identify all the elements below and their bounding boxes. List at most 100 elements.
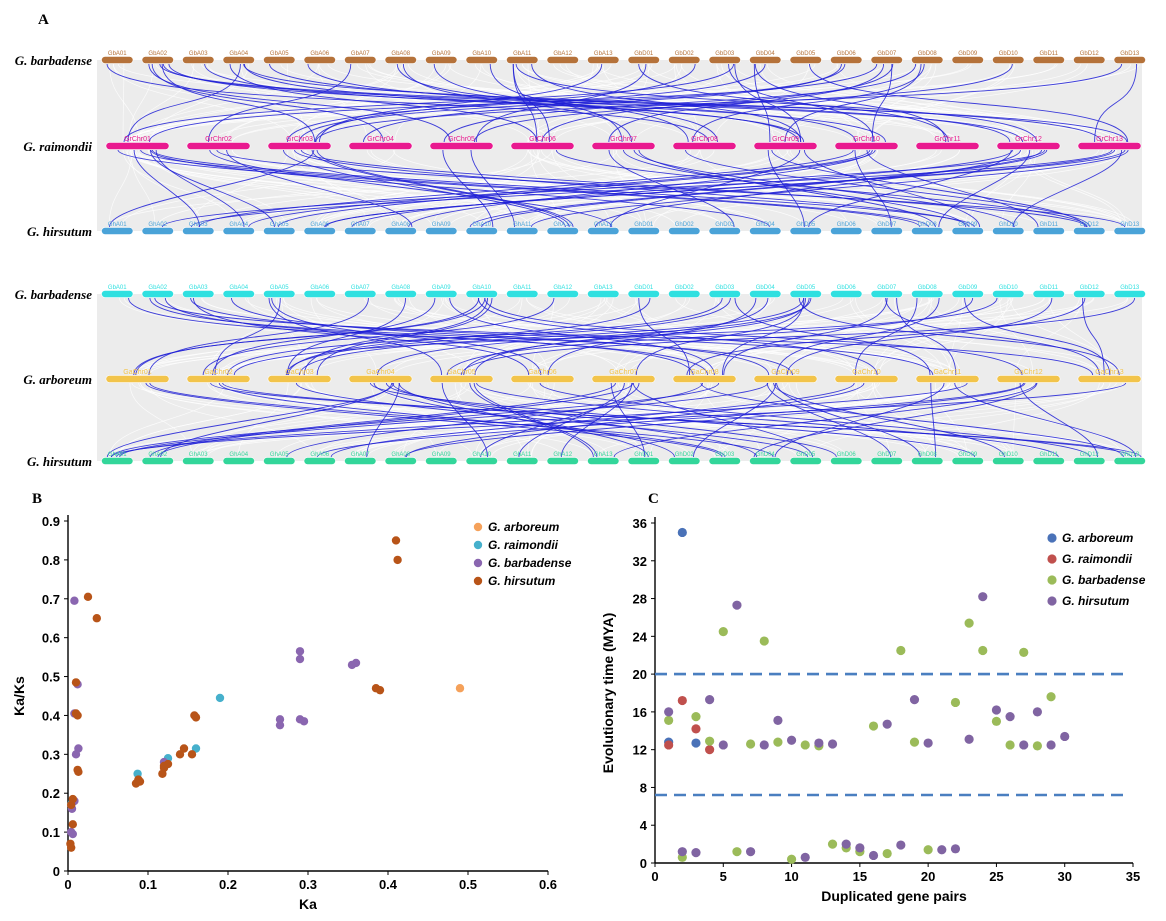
data-point	[1046, 740, 1056, 750]
y-axis-label: Evolutionary time (MYA)	[600, 613, 616, 774]
data-point	[1032, 707, 1042, 717]
chromosome-label: GbA07	[351, 51, 370, 57]
chromosome-bar	[1113, 227, 1146, 235]
data-point	[187, 750, 197, 759]
background-link	[122, 149, 235, 228]
chromosome-label: GbA09	[432, 285, 451, 291]
data-point	[70, 596, 79, 605]
chromosome-label: GhA03	[189, 222, 208, 228]
data-point	[393, 555, 402, 565]
background-link	[135, 63, 319, 143]
y-tick-label: 32	[633, 554, 647, 569]
chromosome-label: GbA02	[148, 51, 167, 57]
chromosome-label: GbD02	[675, 51, 695, 57]
chromosome-bar	[992, 56, 1025, 64]
chromosome-label: GhD12	[1080, 222, 1100, 228]
chromosome-bar	[141, 290, 174, 298]
chromosome-bar	[668, 227, 701, 235]
chromosome-bar	[465, 227, 498, 235]
background-link	[716, 63, 1029, 143]
chromosome-label: GaChr01	[123, 369, 152, 376]
chromosome-bar	[830, 290, 863, 298]
species-label: G. barbadense	[15, 287, 93, 302]
background-link	[287, 63, 436, 143]
data-point	[1005, 740, 1015, 750]
synteny-link	[149, 382, 774, 458]
synteny-link	[119, 382, 769, 458]
synteny-link	[106, 63, 710, 143]
background-link	[108, 149, 700, 228]
chromosome-label: GbD10	[999, 51, 1019, 57]
chromosome-label: GbA04	[229, 51, 248, 57]
chromosome-bar	[186, 375, 251, 383]
chart-b-kaks: 0 0.1 0.2 0.3 0.4 0.5 0.6 0 0.1 0.2 0.3 0.4 0.5 0.6 0.…	[11, 514, 572, 912]
chromosome-label: GbD11	[1039, 285, 1058, 291]
background-link	[876, 297, 1080, 376]
chromosome-label: GhA04	[229, 222, 248, 228]
synteny-link	[476, 382, 1059, 458]
legend-label: G. hirsutum	[1062, 594, 1130, 608]
data-point	[827, 739, 838, 749]
data-point	[677, 695, 687, 706]
chromosome-label: GaChr07	[609, 369, 638, 376]
data-point	[163, 759, 173, 769]
chromosome-bar	[1032, 290, 1065, 298]
chromosome-label: GhA06	[310, 222, 329, 228]
chromosome-bar	[303, 457, 336, 465]
background-link	[225, 63, 447, 143]
synteny-link	[469, 149, 1043, 228]
synteny-link	[635, 297, 807, 376]
data-point	[882, 719, 892, 729]
background-link	[130, 149, 156, 228]
chromosome-label: GhA08	[391, 452, 410, 458]
chromosome-bar	[1032, 227, 1065, 235]
chromosome-label: GhA05	[270, 452, 289, 458]
data-point	[786, 735, 797, 745]
chromosome-bar	[546, 227, 579, 235]
chromosome-bar	[303, 227, 336, 235]
background-link	[529, 382, 847, 458]
chromosome-bar	[627, 227, 660, 235]
background-link	[232, 149, 853, 228]
chromosome-label: GbA11	[513, 285, 532, 291]
chromosome-label: GhA11	[513, 452, 532, 458]
synteny-link	[373, 382, 675, 458]
chromosome-bar	[510, 142, 575, 150]
chromosome-label: GhD09	[958, 452, 978, 458]
synteny-link	[127, 63, 241, 143]
chromosome-label: GrChr13	[1096, 136, 1123, 143]
synteny-link	[316, 297, 493, 376]
species-label: G. raimondii	[23, 139, 92, 154]
chromosome-label: GaChr11	[934, 369, 962, 376]
chromosome-label: GaChr09	[771, 369, 800, 376]
chromosome-bar	[425, 290, 458, 298]
background-link	[199, 382, 1117, 458]
chromosome-label: GbA09	[432, 51, 451, 57]
background-link	[677, 149, 1123, 228]
background-link	[130, 63, 195, 143]
background-link	[808, 382, 1104, 458]
chromosome-label: GbD05	[796, 285, 816, 291]
chromosome-bar	[1032, 56, 1065, 64]
chromosome-label: GbD10	[999, 285, 1019, 291]
synteny-link	[460, 297, 1136, 376]
background-link	[363, 297, 1104, 376]
chromosome-label: GbA12	[553, 285, 572, 291]
synteny-link	[776, 297, 940, 376]
legend-label: G. arboreum	[488, 520, 560, 534]
synteny-link	[866, 149, 1039, 228]
synteny-link	[229, 63, 538, 143]
background-link	[355, 382, 1034, 458]
legend-label: G. arboreum	[1062, 531, 1134, 545]
chromosome-label: GrChr11	[934, 136, 960, 143]
synteny-link	[192, 297, 530, 376]
chromosome-label: GbA06	[310, 285, 329, 291]
synteny-link	[433, 63, 689, 143]
background-link	[207, 297, 280, 376]
chromosome-bar	[992, 290, 1025, 298]
chromosome-label: GhD03	[715, 452, 735, 458]
data-point	[67, 843, 76, 852]
chromosome-bar	[830, 56, 863, 64]
y-tick-label: 36	[633, 516, 647, 531]
chromosome-label: GaChr10	[852, 369, 881, 376]
